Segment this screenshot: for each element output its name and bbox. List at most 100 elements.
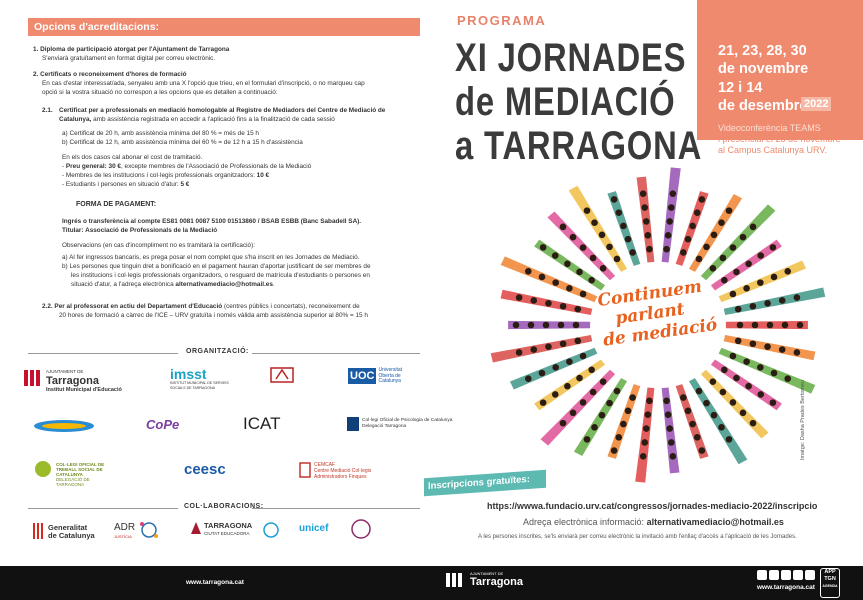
- dot: [615, 209, 623, 216]
- dot: [615, 434, 623, 441]
- item-1-text: S'enviarà gratuïtament en format digital…: [42, 55, 216, 62]
- dot: [695, 255, 703, 263]
- text: Adreça electrònica informació:: [523, 517, 647, 527]
- dot: [524, 375, 532, 383]
- cert-b: b) Certificat de 12 h, amb assistència m…: [62, 139, 303, 146]
- text: .: [272, 281, 275, 288]
- ray: [635, 387, 655, 483]
- item-21: Certificat per a professionals en mediac…: [59, 107, 386, 114]
- dot: [718, 219, 725, 227]
- email[interactable]: alternativamediacio@hotmail.es: [646, 517, 784, 527]
- item-22-text: 20 hores de formació a càrrec de l'ICE –…: [59, 312, 368, 319]
- dot: [669, 190, 677, 197]
- dot: [583, 207, 591, 214]
- payment-text: Ingrés o transferència al compte ES81 00…: [62, 218, 362, 225]
- year: 2022: [801, 97, 832, 111]
- text: - Membres de les institucions i col·legi…: [62, 172, 257, 179]
- dot: [598, 411, 606, 419]
- dot: [793, 349, 801, 356]
- dot: [515, 349, 523, 356]
- dot: [545, 343, 552, 350]
- logo-icon: [263, 522, 279, 538]
- ray: [490, 334, 593, 363]
- dot: [663, 245, 670, 253]
- dot: [784, 375, 792, 383]
- footer-logo: AJUNTAMENT DE Tarragona: [470, 571, 523, 588]
- cost-intro: En els dos casos cal abonar el cost de t…: [62, 154, 203, 161]
- item-2-text: En cas d'estar interessat/ada, senyaleu …: [42, 80, 365, 87]
- text: -: [62, 163, 66, 170]
- dot: [539, 244, 547, 251]
- dot: [703, 399, 710, 407]
- dot: [641, 204, 649, 211]
- dot: [589, 254, 597, 262]
- dot: [739, 409, 747, 417]
- dot: [721, 366, 728, 374]
- dot: [530, 346, 538, 353]
- dot: [588, 366, 595, 374]
- text: , excepte membres de l'Associació de Pro…: [120, 163, 312, 170]
- dot: [566, 285, 573, 292]
- dot: [598, 231, 606, 239]
- text: CEMCAF: [314, 462, 336, 468]
- dot: [574, 305, 582, 313]
- text: (centres públics i concertats), reconeix…: [222, 303, 360, 310]
- dot: [613, 255, 621, 263]
- logo-icon: [24, 370, 40, 386]
- dot: [757, 252, 765, 259]
- dot: [551, 252, 559, 259]
- dot: [539, 399, 547, 406]
- item-21: Catalunya,: [59, 116, 92, 123]
- logo: TARRAGONA CIUTAT EDUCADORA: [204, 522, 252, 538]
- title: de MEDIACIÓ: [455, 80, 676, 124]
- item-22: 2.2. Per al professorat en actiu del Dep…: [42, 303, 360, 311]
- dot: [610, 196, 618, 203]
- footer-url: www.tarragona.cat: [757, 584, 815, 591]
- dates: 21, 23, 28, 30: [718, 43, 807, 59]
- dot: [757, 364, 764, 371]
- program-label: PROGRAMA: [457, 13, 547, 28]
- rule: [252, 508, 420, 509]
- dot: [566, 358, 573, 365]
- ray: [540, 369, 616, 446]
- logo: ceesc: [184, 461, 226, 478]
- dot: [743, 285, 750, 292]
- dot: [606, 399, 613, 407]
- text: Centre Mediació Col·legis Administradors…: [314, 468, 372, 480]
- text: JUSTÍCIA: [114, 534, 132, 539]
- cost-line: - Membres de les institucions i col·legi…: [62, 172, 269, 180]
- text: APP: [824, 569, 836, 575]
- dot: [689, 420, 696, 428]
- dot: [629, 249, 636, 256]
- social-icons[interactable]: [757, 570, 815, 582]
- title: XI JORNADES: [455, 36, 687, 80]
- text: 5 €: [180, 181, 190, 188]
- text: - Estudiants i persones en situació d'at…: [62, 181, 181, 188]
- dot: [725, 436, 733, 443]
- item-21-text: Catalunya, amb assistència registrada en…: [59, 116, 335, 124]
- obs-heading: Observacions (en cas d'incompliment no e…: [62, 242, 256, 249]
- dot: [739, 233, 747, 241]
- app-badge[interactable]: APP TGN AGENDA: [820, 568, 840, 598]
- dot: [793, 294, 801, 301]
- dot: [721, 276, 728, 284]
- item-2: 2. Certificats o reconeixement d'hores d…: [33, 71, 187, 78]
- dot: [574, 337, 582, 345]
- registration: Inscripcions gratuïtes:: [424, 469, 546, 497]
- logo-icon: [140, 522, 158, 538]
- rule: [28, 353, 178, 354]
- dot: [642, 218, 650, 225]
- obs-text: les institucions i col·legis professiona…: [71, 272, 370, 279]
- dot: [639, 453, 647, 460]
- dot: [709, 265, 717, 272]
- text: Institut Municipal d'Educació: [46, 387, 122, 393]
- cost-line: - Estudiants i persones en situació d'at…: [62, 181, 189, 189]
- logo: AJUNTAMENT DE Tarragona Institut Municipal…: [46, 368, 122, 394]
- dot: [769, 399, 777, 406]
- url[interactable]: https://wwwa.fundacio.urv.cat/congressos…: [487, 501, 818, 511]
- dot: [591, 219, 598, 227]
- dot: [666, 218, 674, 225]
- dot: [729, 352, 737, 360]
- footer-url: www.tarragona.cat: [186, 579, 244, 586]
- item-21-num: 2.1.: [42, 107, 53, 114]
